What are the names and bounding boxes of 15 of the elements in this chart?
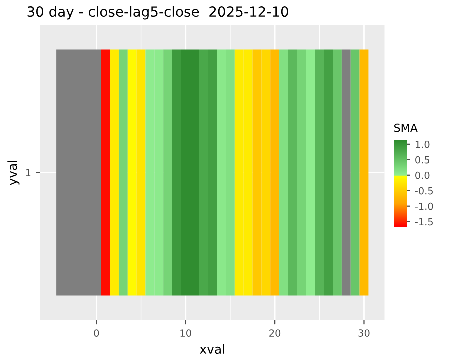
- x-tick-label: 0: [94, 330, 100, 337]
- x-tick-label: 30: [358, 330, 370, 337]
- x-tick-label: 20: [270, 330, 281, 337]
- color-bar-label: -1.0: [415, 202, 434, 210]
- color-bar-title: SMA: [394, 124, 418, 132]
- y-axis-title: yval: [8, 161, 20, 186]
- color-bar-label: 0.0: [416, 172, 430, 180]
- color-bar-label: 1.0: [416, 140, 430, 148]
- color-bar-label: -1.5: [415, 218, 434, 226]
- color-bar-label: -0.5: [415, 187, 434, 195]
- chart-title: 30 day - close-lag5-close 2025-12-10: [28, 6, 288, 20]
- y-tick-label: 1: [26, 169, 31, 176]
- color-bar-label: 0.5: [416, 156, 430, 164]
- x-axis-title: xval: [200, 344, 224, 354]
- x-tick-label: 10: [180, 330, 192, 337]
